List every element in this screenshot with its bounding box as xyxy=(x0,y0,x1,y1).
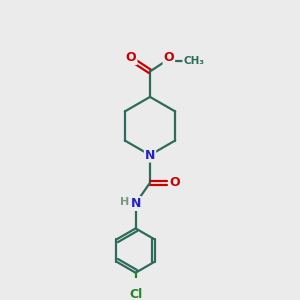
Text: N: N xyxy=(145,148,155,161)
Text: H: H xyxy=(121,197,130,207)
Text: CH₃: CH₃ xyxy=(183,56,204,66)
Text: O: O xyxy=(169,176,180,189)
Text: O: O xyxy=(126,51,136,64)
Text: Cl: Cl xyxy=(129,288,142,300)
Text: N: N xyxy=(130,197,141,210)
Text: O: O xyxy=(164,51,174,64)
